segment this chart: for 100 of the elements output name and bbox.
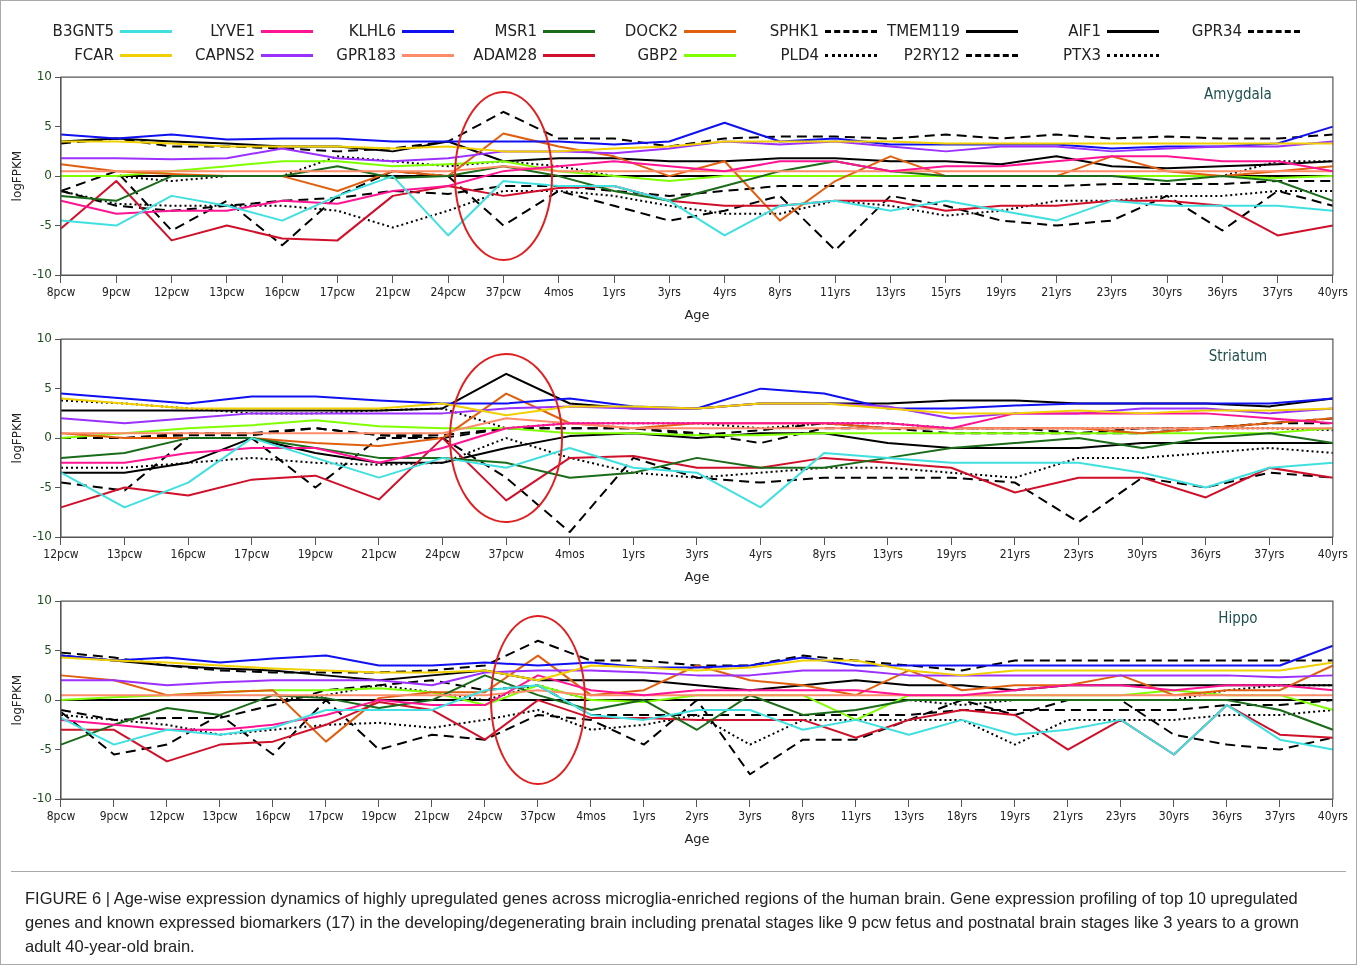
legend-label: P2RY12 [903,46,960,64]
y-tick-label: -5 [40,479,52,494]
x-tick-label: 30yrs [1158,809,1190,824]
x-tick-label: 13pcw [209,285,245,300]
caption: FIGURE 6 | Age-wise expression dynamics of highly upregulated genes across microglia-enriched regions of the human brain. Gene expression profiling of top 10 upregulated genes and known expressed biomarkers (17) in the developing/degenerating brain including prenatal stages like 9 pcw fetus and postnatal brain stages like 3 years to a grown adult 40-year-old brain. [25,888,1301,957]
x-tick-label: 19yrs [986,285,1017,300]
x-tick-label: 30yrs [1151,285,1183,300]
x-tick-label: 11yrs [840,809,872,824]
x-tick-label: 30yrs [1127,547,1158,562]
legend-label: KLHL6 [348,22,396,40]
x-tick-label: 24pcw [430,285,466,300]
legend-label: GPR183 [336,46,396,64]
x-tick-label: 19yrs [999,809,1031,824]
y-tick-label: 5 [44,642,52,657]
x-tick-label: 17pcw [308,809,344,824]
x-tick-label: 21pcw [414,809,450,824]
x-tick-label: 19pcw [361,809,397,824]
x-tick-label: 23yrs [1063,547,1094,562]
y-tick-label: -10 [32,791,52,806]
legend-label: GPR34 [1191,22,1242,40]
x-tick-label: 37yrs [1254,547,1285,562]
y-tick-label: 0 [44,168,52,183]
legend-label: TMEM119 [887,22,961,40]
text: Striatum [1208,347,1268,366]
y-tick-label: -10 [32,529,52,544]
text: Amygdala [1204,85,1272,104]
x-tick-label: 9pcw [99,809,129,824]
y-tick-label: 5 [44,118,52,133]
legend-label: B3GNT5 [52,22,114,40]
legend-label: AIF1 [1068,22,1101,40]
x-tick-label: 13yrs [875,285,906,300]
x-tick-label: 8yrs [812,547,837,562]
x-tick-label: 3yrs [738,809,762,824]
x-tick-label: 17pcw [319,285,356,300]
y-axis-title: logFPKM [10,412,25,464]
y-tick-label: 5 [44,380,52,395]
x-axis-title: Age [684,568,710,584]
x-tick-label: 24pcw [424,547,461,562]
x-tick-label: 13pcw [202,809,238,824]
x-tick-label: 36yrs [1211,809,1243,824]
x-tick-label: 40yrs [1317,547,1349,562]
legend-label: PTX3 [1062,46,1101,64]
y-tick-label: 10 [36,69,52,84]
x-tick-label: 19yrs [936,547,967,562]
y-tick-label: 0 [44,430,52,445]
x-tick-label: 37pcw [520,809,556,824]
x-tick-label: 8yrs [791,809,815,824]
x-tick-label: 4yrs [712,285,737,300]
x-tick-label: 8yrs [768,285,792,300]
x-tick-label: 15yrs [930,285,962,300]
x-tick-label: 3yrs [657,285,682,300]
x-tick-label: 13yrs [893,809,925,824]
legend-label: CAPNS2 [194,46,255,64]
x-tick-label: 21yrs [999,547,1031,562]
x-tick-label: 4mos [543,285,574,300]
x-tick-label: 37yrs [1264,809,1296,824]
y-axis-title: logFPKM [10,674,25,726]
legend-label: LYVE1 [210,22,255,40]
x-tick-label: 40yrs [1317,809,1349,824]
x-tick-label: 13pcw [106,547,143,562]
x-tick-label: 21pcw [361,547,397,562]
x-tick-label: 17pcw [234,547,270,562]
y-tick-label: 10 [36,593,52,608]
x-tick-label: 21yrs [1041,285,1072,300]
y-tick-label: -10 [32,267,52,282]
x-tick-label: 40yrs [1317,285,1349,300]
legend-label: ADAM28 [473,46,537,64]
x-tick-label: 36yrs [1190,547,1222,562]
x-tick-label: 1yrs [621,547,646,562]
x-tick-label: 9pcw [102,285,131,300]
x-tick-label: 37yrs [1262,285,1294,300]
x-tick-label: 19pcw [297,547,334,562]
x-tick-label: 12pcw [43,547,79,562]
legend-label: FCAR [74,46,114,64]
x-tick-label: 13yrs [872,547,904,562]
legend-label: MSR1 [494,22,537,40]
x-tick-label: 8pcw [46,285,76,300]
x-tick-label: 37pcw [485,285,522,300]
x-tick-label: 16pcw [264,285,301,300]
x-tick-label: 23yrs [1096,285,1128,300]
x-axis-title: Age [684,306,710,322]
x-tick-label: 8pcw [46,809,76,824]
legend-label: SPHK1 [769,22,819,40]
text: Hippo [1218,609,1258,628]
legend-label: DOCK2 [624,22,678,40]
y-tick-label: -5 [40,741,52,756]
legend-label: PLD4 [780,46,819,64]
x-tick-label: 37pcw [488,547,525,562]
x-tick-label: 18yrs [946,809,978,824]
x-axis-title: Age [684,830,710,846]
x-tick-label: 36yrs [1207,285,1238,300]
x-tick-label: 24pcw [467,809,503,824]
y-tick-label: -5 [40,217,52,232]
y-axis-title: logFPKM [10,150,25,202]
x-tick-label: 2yrs [685,809,709,824]
x-tick-label: 1yrs [602,285,627,300]
x-tick-label: 3yrs [685,547,709,562]
x-tick-label: 16pcw [170,547,207,562]
x-tick-label: 12pcw [153,285,190,300]
x-tick-label: 21pcw [375,285,411,300]
